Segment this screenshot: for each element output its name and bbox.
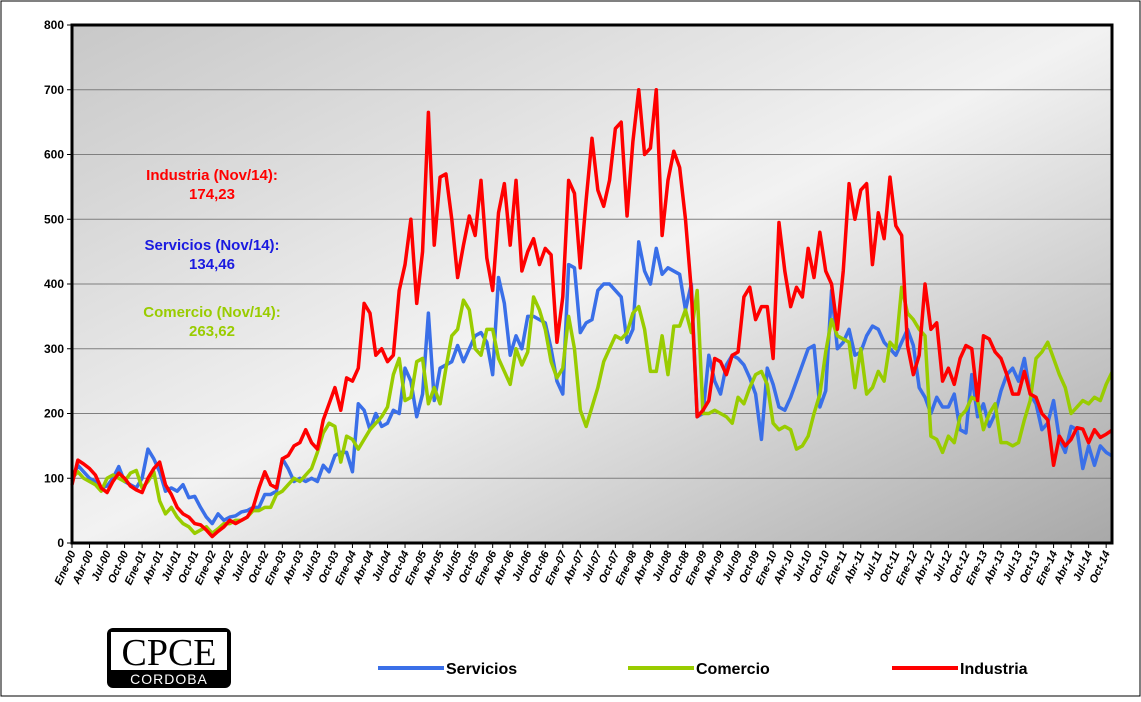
series-line — [70, 88, 1113, 539]
y-tick-label: 600 — [44, 148, 64, 162]
legend-label: Comercio — [696, 661, 770, 678]
y-tick-label: 200 — [44, 407, 64, 421]
legend-label: Industria — [960, 661, 1028, 678]
annotation: 174,23 — [189, 186, 235, 203]
annotation: Comercio (Nov/14): — [143, 304, 281, 321]
y-tick-label: 400 — [44, 277, 64, 291]
logo: CPCE CORDOBA — [107, 628, 231, 688]
plot-border — [70, 23, 1114, 545]
y-tick-label: 0 — [57, 536, 64, 550]
y-tick-label: 500 — [44, 212, 64, 226]
logo-subtitle: CORDOBA — [130, 671, 208, 687]
annotation: 263,62 — [189, 323, 235, 340]
annotation: Servicios (Nov/14): — [144, 237, 279, 254]
annotation: Industria (Nov/14): — [146, 167, 278, 184]
logo-title: CPCE — [121, 632, 216, 674]
series-line — [70, 240, 1113, 526]
y-tick-label: 700 — [44, 83, 64, 97]
annotation: 134,46 — [189, 256, 235, 273]
legend-label: Servicios — [446, 661, 517, 678]
logo-inner — [111, 632, 227, 670]
y-tick-label: 800 — [44, 18, 64, 32]
y-tick-label: 100 — [44, 471, 64, 485]
y-tick-label: 300 — [44, 342, 64, 356]
